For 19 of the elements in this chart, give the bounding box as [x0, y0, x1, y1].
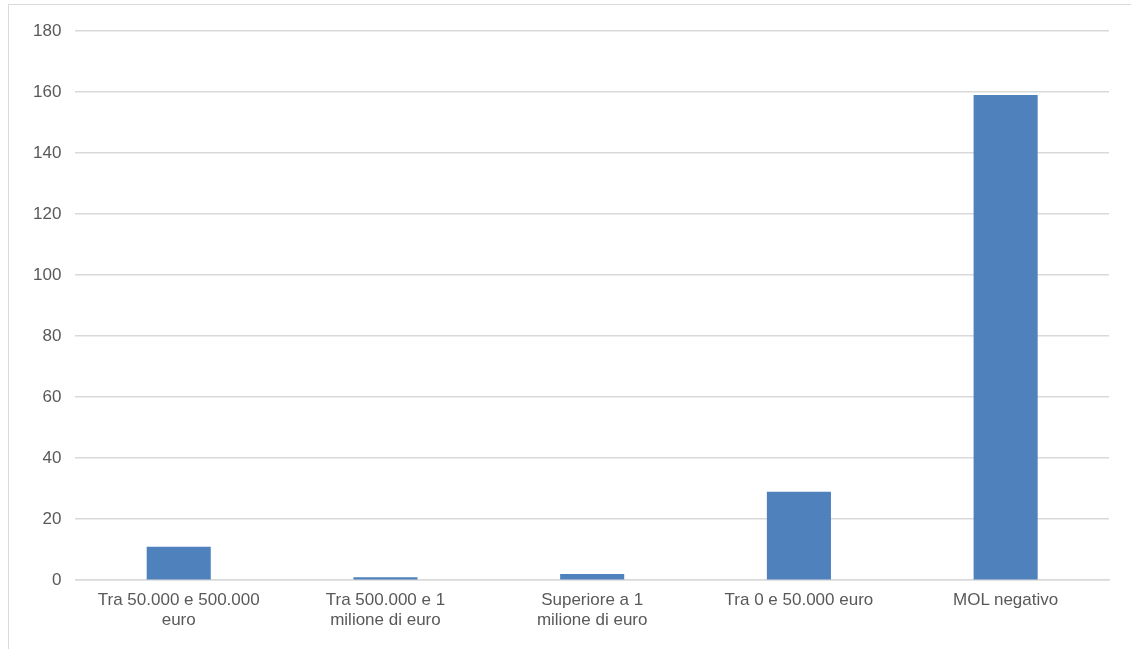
y-tick-label: 180: [32, 20, 62, 40]
bar: [766, 491, 831, 580]
y-tick-label: 80: [42, 325, 62, 345]
x-tick-label: Tra 50.000 e 500.000 euro: [97, 590, 260, 630]
y-tick-label: 20: [42, 508, 62, 528]
y-tick-label: 0: [51, 569, 62, 589]
x-tick-label: Superiore a 1 milione di euro: [536, 590, 648, 630]
bar: [146, 546, 211, 580]
bar: [973, 95, 1038, 580]
bar: [560, 574, 625, 580]
y-tick-label: 40: [42, 447, 62, 467]
y-tick-label: 120: [32, 203, 62, 223]
x-tick-label: MOL negativo: [953, 590, 1059, 610]
y-tick-label: 160: [32, 81, 62, 101]
y-tick-label: 60: [42, 386, 62, 406]
x-tick-label: Tra 0 e 50.000 euro: [724, 590, 874, 610]
y-tick-label: 140: [32, 142, 62, 162]
y-tick-label: 100: [32, 264, 62, 284]
x-tick-label: Tra 500.000 e 1 milione di euro: [325, 590, 446, 630]
